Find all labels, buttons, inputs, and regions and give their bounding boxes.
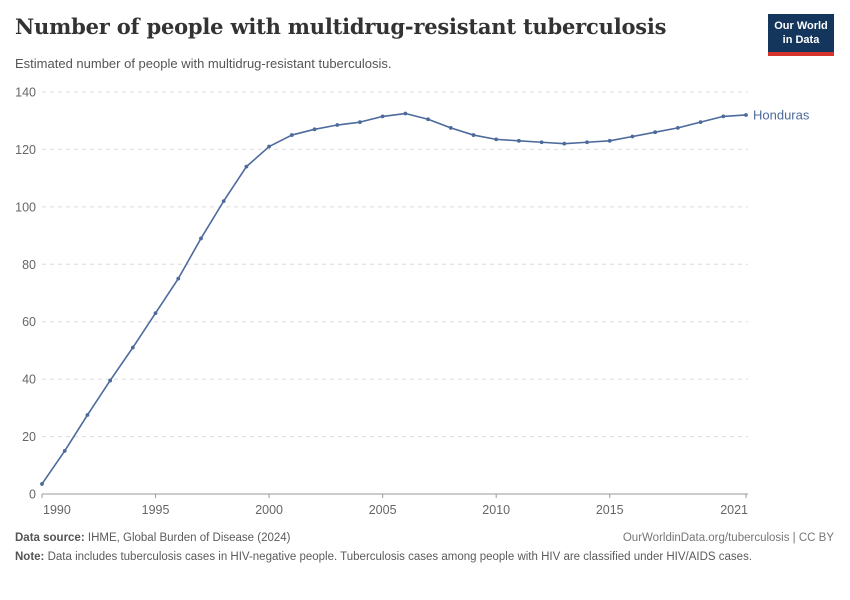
data-point [221,199,226,204]
y-tick-label: 40 [22,373,36,387]
owid-url-link[interactable]: OurWorldinData.org/tuberculosis | CC BY [622,532,834,544]
data-point [153,311,158,315]
data-point [448,125,453,130]
data-point [312,127,317,132]
data-point [176,276,181,281]
data-point [403,111,408,116]
data-point [471,133,476,137]
owid-logo-line2: in Data [782,34,820,47]
x-tick-label: 2015 [596,503,624,517]
data-point [130,345,135,350]
data-point [267,144,271,149]
data-point [494,137,499,142]
data-point [585,140,589,145]
x-tick-label: 1990 [43,503,71,517]
owid-logo-line1: Our World [774,20,828,32]
data-point [289,133,294,137]
y-tick-label: 80 [22,258,36,272]
data-point [335,123,340,127]
x-tick-label: 2005 [369,503,397,517]
y-tick-label: 140 [15,86,36,100]
owid-logo: Our World in Data [768,14,834,56]
data-point [199,236,203,241]
data-point [358,120,362,125]
data-source-label: Data source: [15,532,85,544]
y-tick-label: 60 [22,315,36,329]
data-line [41,112,747,485]
y-tick-label: 0 [29,488,36,502]
data-source-value: IHME, Global Burden of Disease (2024) [87,532,291,544]
x-tick-label: 2000 [255,503,283,517]
series-label: Honduras [753,107,810,122]
data-point [721,114,726,119]
footnote-label: Note: [15,550,45,563]
x-tick-label: 1995 [142,503,170,517]
footnote-value: Data includes tuberculosis cases in HIV-… [47,550,753,563]
data-point [675,125,680,130]
data-point [698,120,703,125]
chart-subtitle: Estimated number of people with multidru… [15,56,392,71]
data-point [244,164,249,169]
data-source: Data source: IHME, Global Burden of Dise… [15,530,291,548]
data-point [744,113,748,117]
footnote: Note: Data includes tuberculosis cases i… [15,549,801,567]
chart-footer: Data source: IHME, Global Burden of Dise… [15,530,834,567]
data-point [62,449,67,453]
data-point [380,114,385,119]
x-tick-label: 2021 [720,503,748,517]
data-point [630,134,635,139]
y-tick-label: 120 [15,143,36,157]
data-point [40,482,44,486]
data-point [653,130,658,135]
data-point [607,138,612,143]
x-tick-label: 2010 [482,503,510,517]
page-title: Number of people with multidrug-resistan… [15,14,667,39]
data-point [517,138,521,143]
data-point [562,141,567,146]
data-point [85,413,90,417]
data-point [426,117,430,122]
y-tick-label: 100 [15,200,36,214]
y-tick-label: 20 [22,430,36,444]
data-point [108,378,113,383]
data-point [539,140,544,145]
